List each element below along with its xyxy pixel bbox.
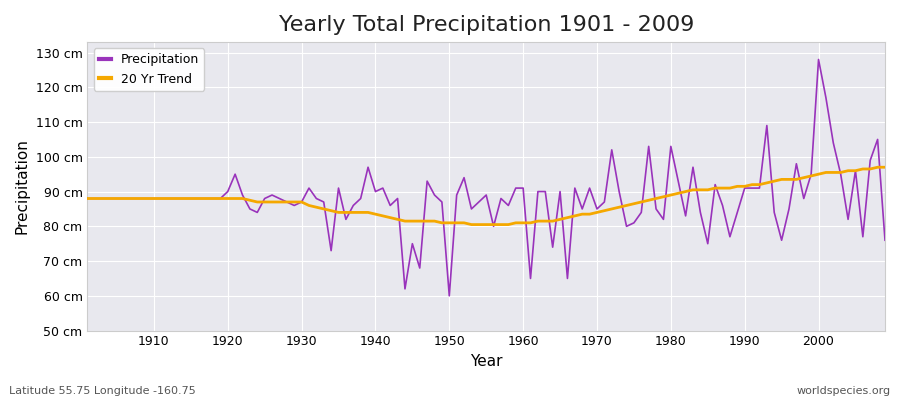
X-axis label: Year: Year xyxy=(470,354,502,369)
20 Yr Trend xyxy=(466,222,477,227)
Title: Yearly Total Precipitation 1901 - 2009: Yearly Total Precipitation 1901 - 2009 xyxy=(278,15,694,35)
Precipitation xyxy=(525,276,535,281)
Precipitation xyxy=(348,203,359,208)
Precipitation xyxy=(141,196,152,201)
20 Yr Trend xyxy=(303,203,314,208)
20 Yr Trend xyxy=(348,210,359,215)
Precipitation xyxy=(303,186,314,190)
Precipitation xyxy=(82,196,93,201)
20 Yr Trend xyxy=(518,220,528,225)
Precipitation xyxy=(614,189,625,194)
20 Yr Trend xyxy=(141,196,152,201)
Text: worldspecies.org: worldspecies.org xyxy=(796,386,891,396)
Text: Latitude 55.75 Longitude -160.75: Latitude 55.75 Longitude -160.75 xyxy=(9,386,196,396)
Line: Precipitation: Precipitation xyxy=(87,60,885,296)
Legend: Precipitation, 20 Yr Trend: Precipitation, 20 Yr Trend xyxy=(94,48,204,91)
Line: 20 Yr Trend: 20 Yr Trend xyxy=(87,167,885,224)
Y-axis label: Precipitation: Precipitation xyxy=(15,138,30,234)
20 Yr Trend xyxy=(872,165,883,170)
Precipitation xyxy=(879,238,890,243)
20 Yr Trend xyxy=(614,205,625,210)
Precipitation xyxy=(444,294,454,298)
Precipitation xyxy=(518,186,528,190)
Precipitation xyxy=(813,57,824,62)
20 Yr Trend xyxy=(82,196,93,201)
20 Yr Trend xyxy=(879,165,890,170)
20 Yr Trend xyxy=(525,220,535,225)
